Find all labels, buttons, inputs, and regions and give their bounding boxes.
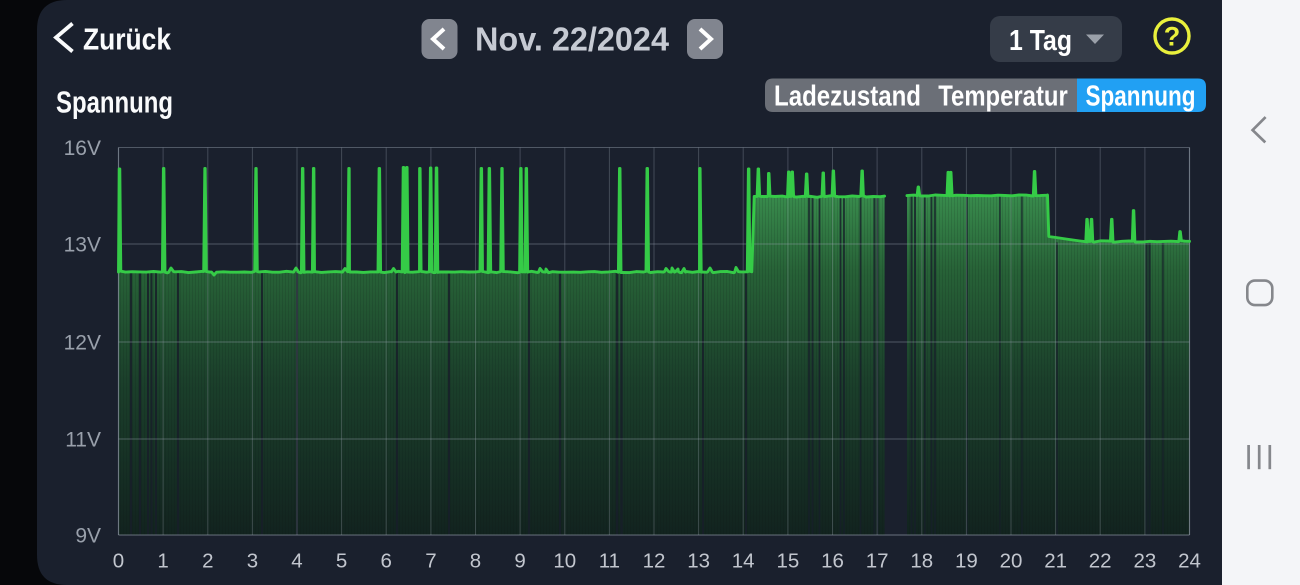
svg-text:3: 3 <box>247 550 258 573</box>
svg-text:11V: 11V <box>65 429 101 452</box>
svg-text:2: 2 <box>202 550 213 573</box>
svg-text:17: 17 <box>866 550 889 573</box>
svg-text:15: 15 <box>776 550 799 573</box>
svg-text:16V: 16V <box>64 137 101 160</box>
svg-text:12: 12 <box>643 550 666 573</box>
svg-text:19: 19 <box>955 550 978 573</box>
svg-text:12V: 12V <box>64 332 101 355</box>
svg-text:11: 11 <box>599 550 620 573</box>
svg-text:6: 6 <box>380 550 391 573</box>
svg-text:22: 22 <box>1089 550 1112 573</box>
svg-text:?: ? <box>1164 22 1181 52</box>
svg-text:21: 21 <box>1044 550 1067 573</box>
svg-text:9: 9 <box>514 550 525 573</box>
svg-text:Spannung: Spannung <box>56 85 173 120</box>
svg-text:9V: 9V <box>75 525 101 548</box>
svg-text:20: 20 <box>1000 550 1023 573</box>
svg-text:13V: 13V <box>64 234 101 257</box>
svg-text:24: 24 <box>1178 550 1201 573</box>
svg-text:0: 0 <box>113 550 124 573</box>
svg-text:4: 4 <box>291 550 302 573</box>
svg-text:1 Tag: 1 Tag <box>1009 25 1072 57</box>
svg-text:Temperatur: Temperatur <box>938 81 1068 113</box>
svg-text:Nov. 22/2024: Nov. 22/2024 <box>475 21 670 58</box>
svg-text:8: 8 <box>470 550 481 573</box>
svg-text:23: 23 <box>1133 550 1156 573</box>
svg-text:18: 18 <box>910 550 933 573</box>
svg-text:16: 16 <box>821 550 844 573</box>
svg-text:Zurück: Zurück <box>83 22 172 57</box>
svg-text:7: 7 <box>425 550 436 573</box>
svg-text:5: 5 <box>336 550 347 573</box>
svg-text:14: 14 <box>732 550 755 573</box>
svg-text:13: 13 <box>687 550 710 573</box>
svg-text:1: 1 <box>157 550 168 573</box>
svg-text:10: 10 <box>553 550 576 573</box>
svg-text:Spannung: Spannung <box>1086 81 1196 113</box>
svg-text:Ladezustand: Ladezustand <box>774 81 921 113</box>
